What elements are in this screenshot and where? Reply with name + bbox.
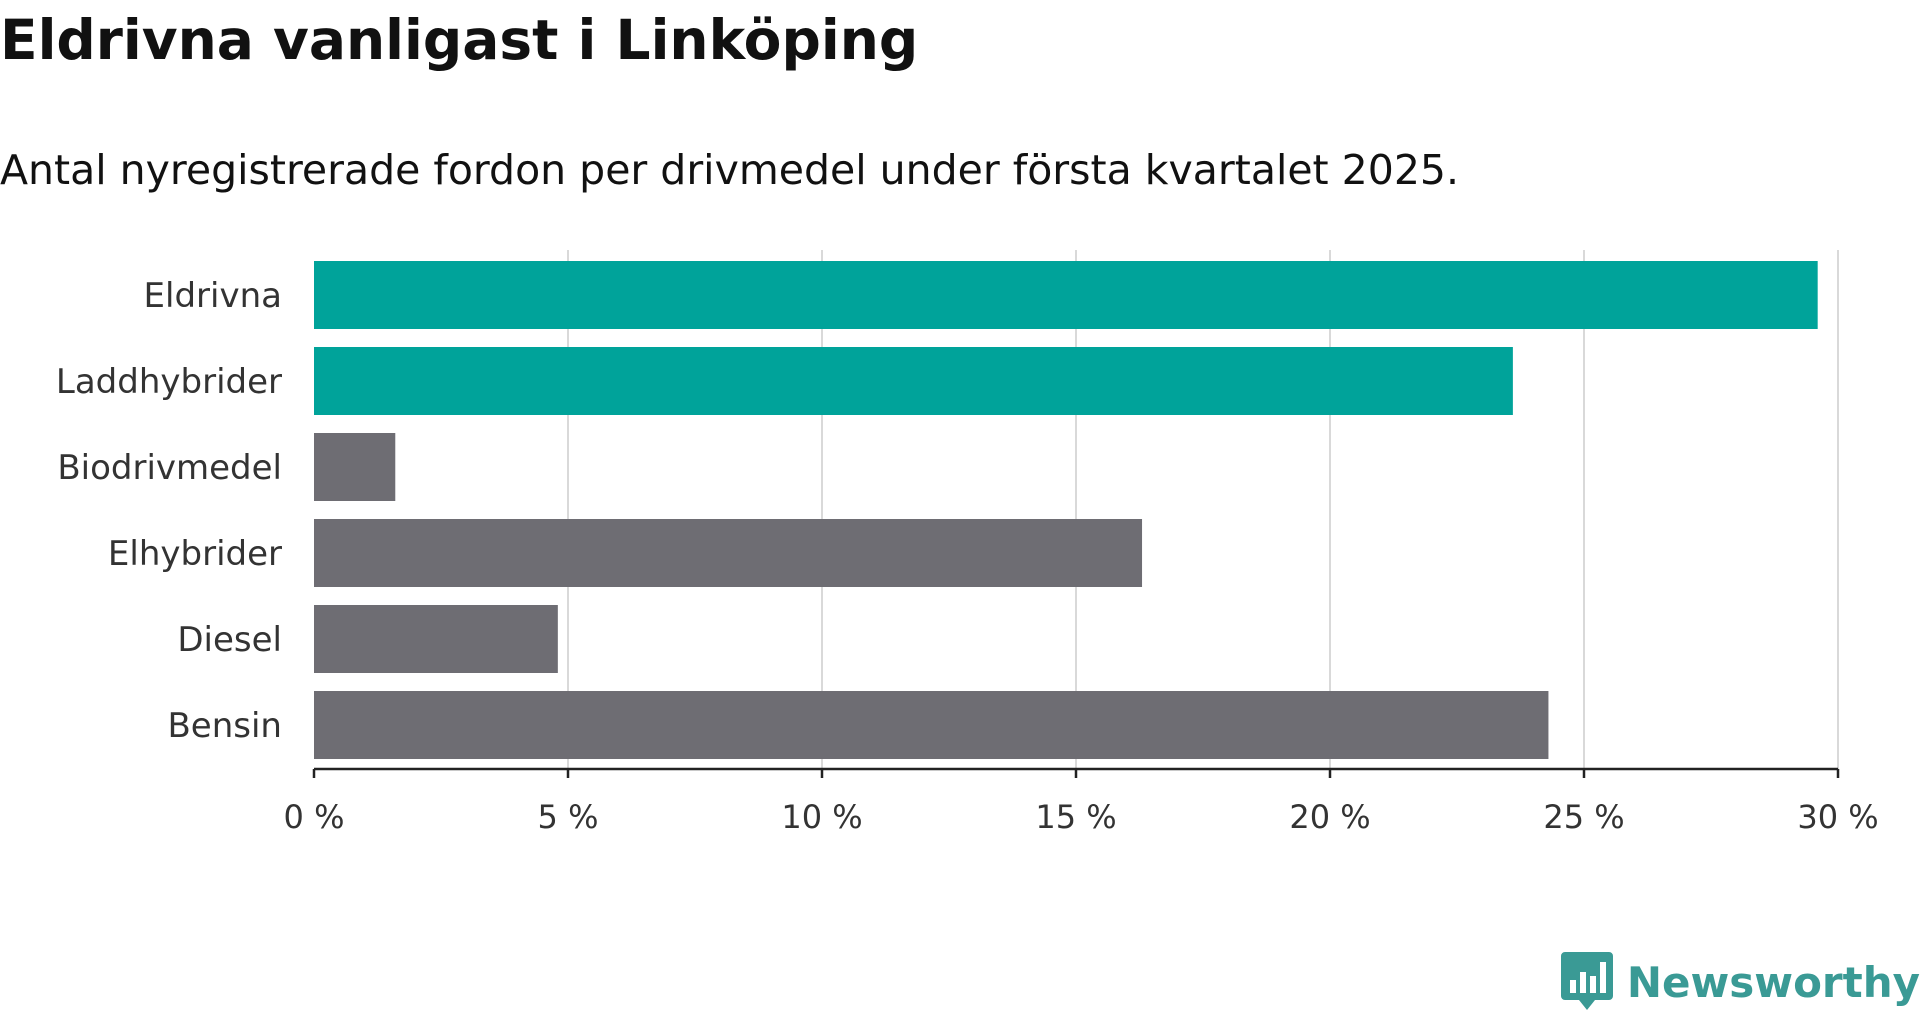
category-label: Laddhybrider (56, 362, 282, 402)
brand-name: Newsworthy (1626, 957, 1920, 1007)
brand-logo: Newsworthy (1560, 950, 1920, 1014)
x-tick-label: 5 % (538, 798, 599, 836)
x-tick-label: 25 % (1543, 798, 1624, 836)
category-label: Bensin (167, 706, 282, 746)
bar-biodrivmedel (314, 433, 396, 501)
x-tick-label: 30 % (1797, 798, 1878, 836)
chart-title: Eldrivna vanligast i Linköping (0, 8, 919, 72)
category-label: Biodrivmedel (57, 448, 282, 488)
x-tick-label: 15 % (1035, 798, 1116, 836)
category-label: Elhybrider (108, 534, 282, 574)
x-tick-label: 20 % (1289, 798, 1370, 836)
x-tick-label: 0 % (284, 798, 345, 836)
category-label: Diesel (177, 620, 282, 660)
x-tick-label: 10 % (781, 798, 862, 836)
bar-elhybrider (314, 519, 1143, 587)
bar-laddhybrider (314, 347, 1513, 415)
bar-bensin (314, 691, 1549, 759)
newsworthy-chart-bubble-icon (1560, 952, 1613, 1010)
bar-diesel (314, 605, 558, 673)
chart-subtitle: Antal nyregistrerade fordon per drivmede… (0, 146, 1460, 194)
category-label: Eldrivna (144, 276, 282, 316)
bar-eldrivna (314, 261, 1818, 329)
